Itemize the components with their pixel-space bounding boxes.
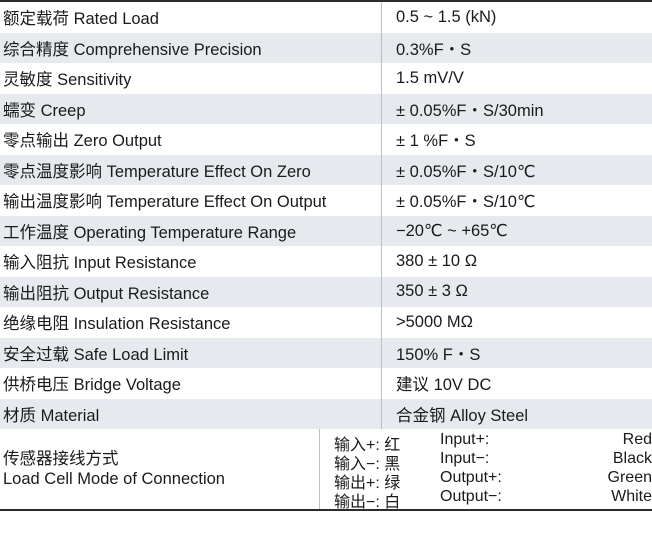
spec-value: 350 ± 3 Ω xyxy=(396,282,468,301)
spec-row-bridge-voltage: 供桥电压 Bridge Voltage 建议 10V DC xyxy=(0,368,652,399)
spec-label: 安全过载 Safe Load Limit xyxy=(0,337,382,368)
spec-value: 0.3%F・S xyxy=(396,40,472,59)
wire-en: Output+: xyxy=(440,469,502,486)
wire-cn: 输入−: 黑 xyxy=(334,456,401,473)
spec-value: 合金钢 Alloy Steel xyxy=(396,406,529,425)
spec-row-material: 材质 Material 合金钢 Alloy Steel xyxy=(0,398,652,429)
wire-color: Black xyxy=(612,450,652,467)
spec-label: 工作温度 Operating Temperature Range xyxy=(0,215,382,246)
spec-value: 380 ± 10 Ω xyxy=(396,251,478,270)
spec-label: 输出阻抗 Output Resistance xyxy=(0,276,382,307)
spec-value: ± 1 %F・S xyxy=(396,132,476,151)
spec-label: 材质 Material xyxy=(0,398,382,429)
wire-cn: 输出−: 白 xyxy=(334,494,401,511)
spec-value: −20℃ ~ +65℃ xyxy=(396,221,508,240)
spec-row-rated-load: 额定载荷 Rated Load 0.5 ~ 1.5 (kN) xyxy=(0,2,652,33)
spec-row-sensitivity: 灵敏度 Sensitivity 1.5 mV/V xyxy=(0,63,652,94)
spec-row-temp-effect-output: 输出温度影响 Temperature Effect On Output ± 0.… xyxy=(0,185,652,216)
spec-label: 零点输出 Zero Output xyxy=(0,124,382,155)
wire-en: Output−: xyxy=(440,488,502,505)
spec-row-output-resistance: 输出阻抗 Output Resistance 350 ± 3 Ω xyxy=(0,276,652,307)
spec-row-connection: 传感器接线方式 Load Cell Mode of Connection 输入+… xyxy=(0,429,652,511)
spec-row-creep: 蠕变 Creep ± 0.05%F・S/30min xyxy=(0,93,652,124)
spec-label: 综合精度 Comprehensive Precision xyxy=(0,32,382,63)
spec-row-comprehensive-precision: 综合精度 Comprehensive Precision 0.3%F・S xyxy=(0,32,652,63)
spec-value: 0.5 ~ 1.5 (kN) xyxy=(396,7,497,26)
spec-value: 建议 10V DC xyxy=(396,376,492,395)
spec-value: 1.5 mV/V xyxy=(396,68,464,87)
spec-row-operating-temperature: 工作温度 Operating Temperature Range −20℃ ~ … xyxy=(0,215,652,246)
connection-label-cn: 传感器接线方式 xyxy=(3,450,119,468)
spec-label: 绝缘电阻 Insulation Resistance xyxy=(0,307,382,338)
wire-color: White xyxy=(611,488,652,505)
spec-label: 蠕变 Creep xyxy=(0,93,382,124)
spec-value: ± 0.05%F・S/10℃ xyxy=(396,162,536,181)
spec-value: ± 0.05%F・S/10℃ xyxy=(396,193,536,212)
spec-row-temp-effect-zero: 零点温度影响 Temperature Effect On Zero ± 0.05… xyxy=(0,154,652,185)
spec-label: 额定载荷 Rated Load xyxy=(0,2,382,33)
spec-label: 零点温度影响 Temperature Effect On Zero xyxy=(0,154,382,185)
connection-label: 传感器接线方式 Load Cell Mode of Connection xyxy=(0,429,320,509)
spec-value: 150% F・S xyxy=(396,345,481,364)
spec-label: 输入阻抗 Input Resistance xyxy=(0,246,382,277)
spec-table: 额定载荷 Rated Load 0.5 ~ 1.5 (kN) 综合精度 Comp… xyxy=(0,0,652,511)
spec-value: ± 0.05%F・S/30min xyxy=(396,101,544,120)
wire-en: Input−: xyxy=(440,450,490,467)
spec-row-input-resistance: 输入阻抗 Input Resistance 380 ± 10 Ω xyxy=(0,246,652,277)
spec-label: 输出温度影响 Temperature Effect On Output xyxy=(0,185,382,216)
wire-color: Green xyxy=(607,469,652,486)
wiring-table: 输入+: 红 Input+: Red 输入−: 黑 Input−: Black … xyxy=(320,429,652,511)
spec-label: 灵敏度 Sensitivity xyxy=(0,63,382,94)
spec-label: 供桥电压 Bridge Voltage xyxy=(0,368,382,399)
wire-cn: 输出+: 绿 xyxy=(334,475,401,492)
spec-row-insulation-resistance: 绝缘电阻 Insulation Resistance >5000 MΩ xyxy=(0,307,652,338)
connection-label-en: Load Cell Mode of Connection xyxy=(3,470,225,488)
spec-row-zero-output: 零点输出 Zero Output ± 1 %F・S xyxy=(0,124,652,155)
spec-row-safe-load-limit: 安全过载 Safe Load Limit 150% F・S xyxy=(0,337,652,368)
spec-value: >5000 MΩ xyxy=(396,312,474,331)
wire-color: Red xyxy=(622,431,652,448)
wire-cn: 输入+: 红 xyxy=(334,437,401,454)
wire-en: Input+: xyxy=(440,431,490,448)
